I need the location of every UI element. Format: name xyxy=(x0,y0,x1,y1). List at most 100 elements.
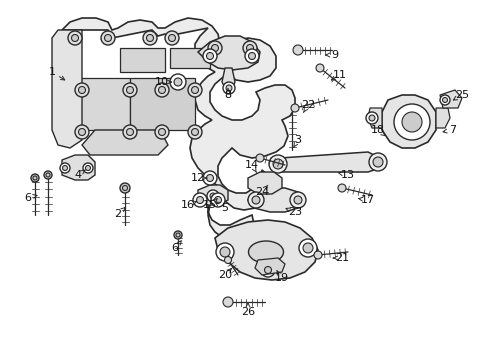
Circle shape xyxy=(158,86,166,94)
Circle shape xyxy=(85,166,91,171)
Circle shape xyxy=(394,104,430,140)
Circle shape xyxy=(243,41,257,55)
Circle shape xyxy=(246,45,253,51)
Text: 10: 10 xyxy=(155,77,169,87)
Polygon shape xyxy=(248,172,282,194)
Circle shape xyxy=(223,82,235,94)
Circle shape xyxy=(224,256,231,264)
Circle shape xyxy=(206,175,214,181)
Circle shape xyxy=(78,86,85,94)
Circle shape xyxy=(220,247,230,257)
Text: 2: 2 xyxy=(115,209,122,219)
Circle shape xyxy=(203,171,217,185)
Polygon shape xyxy=(62,155,95,180)
Text: 17: 17 xyxy=(361,195,375,205)
Circle shape xyxy=(440,95,450,105)
Polygon shape xyxy=(198,185,228,205)
Circle shape xyxy=(104,35,112,41)
Circle shape xyxy=(188,83,202,97)
Circle shape xyxy=(208,41,222,55)
Ellipse shape xyxy=(248,241,284,263)
Text: 20: 20 xyxy=(218,270,232,280)
Circle shape xyxy=(293,45,303,55)
Circle shape xyxy=(206,53,214,59)
Circle shape xyxy=(207,190,219,202)
Text: 8: 8 xyxy=(224,90,232,100)
Text: 13: 13 xyxy=(341,170,355,180)
Circle shape xyxy=(314,251,322,259)
Circle shape xyxy=(120,183,130,193)
Text: 6: 6 xyxy=(24,193,31,203)
Circle shape xyxy=(192,86,198,94)
Polygon shape xyxy=(82,130,168,155)
Circle shape xyxy=(203,49,217,63)
Circle shape xyxy=(72,35,78,41)
Circle shape xyxy=(316,64,324,72)
Text: 5: 5 xyxy=(221,203,228,213)
Circle shape xyxy=(261,263,275,277)
Circle shape xyxy=(369,115,375,121)
Circle shape xyxy=(338,184,346,192)
Circle shape xyxy=(188,125,202,139)
Circle shape xyxy=(158,129,166,135)
Circle shape xyxy=(176,233,180,237)
Circle shape xyxy=(33,176,37,180)
Circle shape xyxy=(366,112,378,124)
Circle shape xyxy=(290,192,306,208)
Circle shape xyxy=(31,174,39,182)
Circle shape xyxy=(442,98,447,103)
Circle shape xyxy=(196,197,203,203)
Polygon shape xyxy=(80,78,130,130)
Circle shape xyxy=(373,157,383,167)
Text: 25: 25 xyxy=(455,90,469,100)
Circle shape xyxy=(291,104,299,112)
Circle shape xyxy=(123,83,137,97)
Circle shape xyxy=(75,125,89,139)
Text: 1: 1 xyxy=(49,67,55,77)
Circle shape xyxy=(223,297,233,307)
Polygon shape xyxy=(248,188,302,212)
Circle shape xyxy=(155,125,169,139)
Text: 24: 24 xyxy=(255,187,269,197)
Circle shape xyxy=(78,129,85,135)
Circle shape xyxy=(256,154,264,162)
Circle shape xyxy=(216,243,234,261)
Polygon shape xyxy=(382,95,436,148)
Circle shape xyxy=(294,196,302,204)
Polygon shape xyxy=(255,258,285,275)
Polygon shape xyxy=(272,152,380,172)
Text: 22: 22 xyxy=(301,100,315,110)
Polygon shape xyxy=(62,18,295,240)
Text: 7: 7 xyxy=(449,125,457,135)
Circle shape xyxy=(126,86,133,94)
Text: 16: 16 xyxy=(181,200,195,210)
Circle shape xyxy=(210,193,216,199)
Circle shape xyxy=(46,173,50,177)
Circle shape xyxy=(147,35,153,41)
Circle shape xyxy=(63,166,68,171)
Circle shape xyxy=(248,192,264,208)
Circle shape xyxy=(369,153,387,171)
Circle shape xyxy=(303,243,313,253)
Polygon shape xyxy=(215,220,318,280)
Circle shape xyxy=(165,31,179,45)
Circle shape xyxy=(68,31,82,45)
Circle shape xyxy=(75,83,89,97)
Text: 9: 9 xyxy=(331,50,339,60)
Circle shape xyxy=(212,45,219,51)
Circle shape xyxy=(215,197,221,203)
Polygon shape xyxy=(52,30,82,148)
Text: 26: 26 xyxy=(241,307,255,317)
Polygon shape xyxy=(120,48,165,72)
Circle shape xyxy=(193,193,207,207)
Circle shape xyxy=(60,163,70,173)
Circle shape xyxy=(155,83,169,97)
Circle shape xyxy=(101,31,115,45)
Circle shape xyxy=(123,125,137,139)
Text: 15: 15 xyxy=(203,200,217,210)
Circle shape xyxy=(299,239,317,257)
Polygon shape xyxy=(436,108,450,128)
Polygon shape xyxy=(130,78,195,130)
Text: 21: 21 xyxy=(335,253,349,263)
Polygon shape xyxy=(198,36,260,70)
